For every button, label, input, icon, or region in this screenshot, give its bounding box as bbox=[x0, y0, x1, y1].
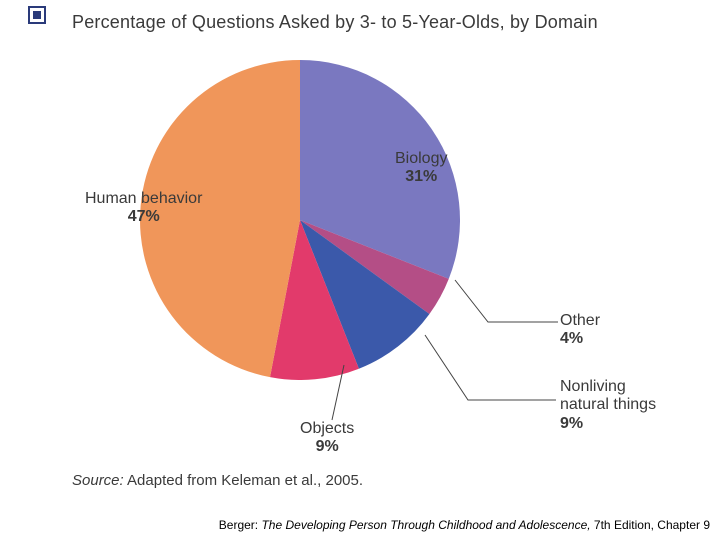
source-prefix: Source: bbox=[72, 472, 124, 489]
label-nonliving: Nonlivingnatural things 9% bbox=[560, 378, 656, 433]
citation-author: Berger: bbox=[219, 518, 258, 532]
label-pct: 47% bbox=[85, 208, 202, 226]
label-other: Other 4% bbox=[560, 312, 600, 349]
label-text: Nonlivingnatural things bbox=[560, 378, 656, 413]
source-text: Adapted from Keleman et al., 2005. bbox=[127, 472, 363, 489]
label-text: Objects bbox=[300, 420, 354, 437]
citation-book: The Developing Person Through Childhood … bbox=[261, 518, 590, 532]
chart-title: Percentage of Questions Asked by 3- to 5… bbox=[72, 12, 598, 33]
label-biology: Biology 31% bbox=[395, 150, 447, 187]
label-text: Other bbox=[560, 312, 600, 329]
citation-line: Berger: The Developing Person Through Ch… bbox=[0, 518, 710, 532]
bullet-icon bbox=[28, 6, 46, 24]
source-line: Source: Adapted from Keleman et al., 200… bbox=[72, 472, 363, 489]
label-text: Human behavior bbox=[85, 190, 202, 207]
label-text: Biology bbox=[395, 150, 447, 167]
label-pct: 9% bbox=[300, 438, 354, 456]
citation-suffix: 7th Edition, Chapter 9 bbox=[594, 518, 710, 532]
label-objects: Objects 9% bbox=[300, 420, 354, 457]
label-humanbehavior: Human behavior 47% bbox=[85, 190, 202, 227]
label-pct: 9% bbox=[560, 415, 656, 433]
label-pct: 4% bbox=[560, 330, 600, 348]
label-pct: 31% bbox=[395, 168, 447, 186]
